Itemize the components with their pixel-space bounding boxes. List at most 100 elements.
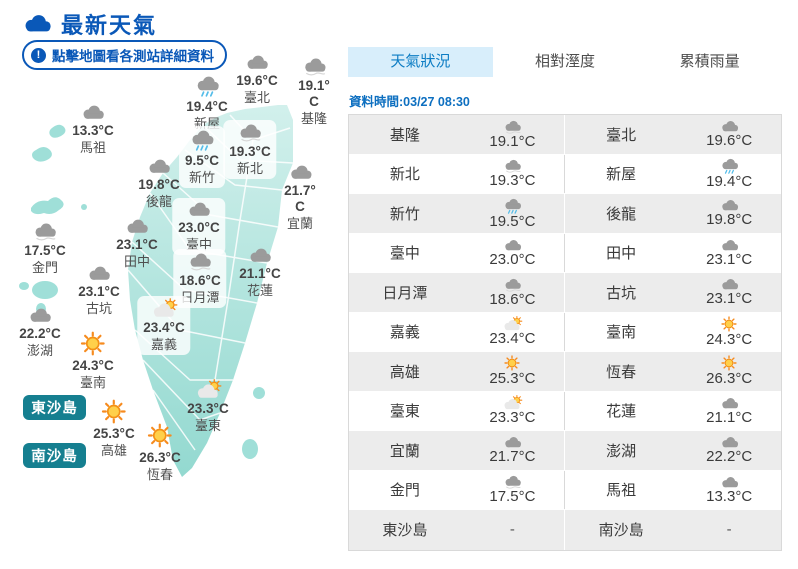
station-temp: 9.5°C <box>185 153 219 168</box>
partly-icon <box>150 298 179 318</box>
sunny-icon <box>504 355 521 371</box>
station-temp: 19.6°C <box>236 73 278 88</box>
dongsha-island-button[interactable]: 東沙島 <box>23 395 86 420</box>
tab-weather-status[interactable]: 天氣狀況 <box>348 47 493 77</box>
table-cell-澎湖: 澎湖 22.2°C <box>565 431 781 470</box>
map-station-臺北[interactable]: 19.6°C 臺北 <box>236 53 278 105</box>
station-temp: 23.1°C <box>116 237 158 252</box>
map-station-臺南[interactable]: 24.3°C 臺南 <box>72 331 114 390</box>
map-station-宜蘭[interactable]: 21.7°C 宜蘭 <box>280 163 320 231</box>
map-station-嘉義[interactable]: 23.4°C 嘉義 <box>137 296 191 355</box>
cell-station-name: 澎湖 <box>606 442 637 460</box>
cell-weather: 23.0°C <box>461 238 564 268</box>
cloudy-icon <box>719 119 740 133</box>
map-station-古坑[interactable]: 23.1°C 古坑 <box>78 264 120 316</box>
map-station-金門[interactable]: 17.5°C 金門 <box>24 221 66 275</box>
table-row: 東沙島 - 南沙島 - <box>349 510 781 550</box>
cell-station-name: 新屋 <box>606 166 637 184</box>
station-name: 宜蘭 <box>286 216 313 231</box>
cell-station-name: 南沙島 <box>598 522 644 540</box>
map-station-新竹[interactable]: 9.5°C 新竹 <box>179 126 225 188</box>
table-cell-臺南: 臺南 24.3°C <box>565 313 781 352</box>
map-station-澎湖[interactable]: 22.2°C 澎湖 <box>19 306 61 358</box>
station-name: 臺北 <box>243 90 270 105</box>
table-cell-東沙島: 東沙島 - <box>349 510 565 550</box>
table-cell-高雄: 高雄 25.3°C <box>349 352 565 391</box>
map-station-後龍[interactable]: 19.8°C 後龍 <box>138 157 180 209</box>
cell-temp: 23.4°C <box>489 330 536 348</box>
map-station-基隆[interactable]: 19.1°C 基隆 <box>294 56 334 126</box>
cell-weather: 26.3°C <box>677 355 781 387</box>
map-station-花蓮[interactable]: 21.1°C 花蓮 <box>239 246 281 298</box>
station-name: 澎湖 <box>26 343 53 358</box>
map-station-恆春[interactable]: 26.3°C 恆春 <box>139 423 181 482</box>
sunny-icon <box>721 355 737 371</box>
table-cell-臺北: 臺北 19.6°C <box>565 115 781 154</box>
table-row: 新北 19.3°C 新屋 19.4°C <box>349 154 781 194</box>
station-name: 馬祖 <box>79 140 106 155</box>
data-time-label: 資料時間:03/27 08:30 <box>349 95 470 109</box>
cloudy-icon <box>244 53 271 71</box>
cell-temp: 19.8°C <box>706 211 753 229</box>
cell-station-name: 金門 <box>389 482 420 500</box>
cloudy-icon <box>86 264 113 282</box>
map-station-新屋[interactable]: 19.4°C 新屋 <box>186 74 228 131</box>
cell-temp: 19.3°C <box>489 172 536 190</box>
map-station-臺東[interactable]: 23.3°C 臺東 <box>187 379 229 433</box>
cell-station-name: 古坑 <box>606 284 637 302</box>
cell-temp: 19.6°C <box>706 132 753 150</box>
station-temp: 25.3°C <box>93 426 135 441</box>
no-data-dash: - <box>726 521 732 539</box>
tab-relative-humidity[interactable]: 相對溼度 <box>535 53 596 70</box>
map-station-高雄[interactable]: 25.3°C 高雄 <box>93 399 135 458</box>
cell-station-name: 宜蘭 <box>389 442 420 460</box>
weather-tabs: 天氣狀況 相對溼度 累積雨量 <box>348 47 782 77</box>
map-hint-button[interactable]: ! 點擊地圖看各測站詳細資料 <box>22 40 227 70</box>
cell-temp: 21.1°C <box>706 408 753 426</box>
station-temp: 23.4°C <box>143 320 185 335</box>
cell-station-name: 後龍 <box>606 205 637 223</box>
map-station-臺中[interactable]: 23.0°C 臺中 <box>172 198 226 255</box>
cloudy-icon <box>719 475 740 489</box>
cell-station-name: 新北 <box>389 166 420 184</box>
cloudy-icon <box>186 200 213 218</box>
cloudy-icon <box>502 238 523 252</box>
cloudy-icon <box>719 396 740 410</box>
station-name: 臺中 <box>185 237 212 252</box>
cloudy-icon <box>247 246 274 264</box>
table-cell-金門: 金門 17.5°C <box>349 470 565 509</box>
outlying-islands[interactable] <box>19 124 265 459</box>
cell-weather: 21.7°C <box>461 435 564 465</box>
cell-weather: - <box>461 521 564 538</box>
cloudy-icon <box>27 306 54 324</box>
cell-weather: 23.1°C <box>677 238 781 268</box>
table-row: 高雄 25.3°C 恆春 26.3°C <box>349 352 781 392</box>
table-row: 臺中 23.0°C 田中 23.1°C <box>349 233 781 273</box>
cloudy-icon <box>502 435 523 449</box>
cell-weather: 19.1°C <box>461 119 564 150</box>
cell-temp: 17.5°C <box>489 488 536 506</box>
nansha-island-button[interactable]: 南沙島 <box>23 443 86 468</box>
cell-weather: 17.5°C <box>461 474 564 505</box>
cell-temp: 19.5°C <box>489 212 536 230</box>
cell-temp: 23.1°C <box>706 290 753 308</box>
table-cell-田中: 田中 23.1°C <box>565 234 781 273</box>
cell-temp: 18.6°C <box>489 290 536 308</box>
map-station-新北[interactable]: 19.3°C 新北 <box>223 120 277 179</box>
cell-temp: 25.3°C <box>489 370 536 388</box>
cell-weather: 23.4°C <box>461 316 564 347</box>
tab-accumulated-rain[interactable]: 累積雨量 <box>679 53 740 70</box>
table-cell-臺中: 臺中 23.0°C <box>349 233 565 272</box>
table-row: 新竹 19.5°C 後龍 19.8°C <box>349 194 781 234</box>
map-station-馬祖[interactable]: 13.3°C 馬祖 <box>72 103 114 155</box>
table-cell-宜蘭: 宜蘭 21.7°C <box>349 431 565 470</box>
cloudy-icon <box>719 435 740 449</box>
table-row: 嘉義 23.4°C 臺南 24.3°C <box>349 312 781 352</box>
station-name: 田中 <box>123 254 150 269</box>
cloudy-icon <box>719 238 740 252</box>
cloudy-icon <box>124 217 151 235</box>
table-cell-古坑: 古坑 23.1°C <box>565 273 781 312</box>
cell-weather: 18.6°C <box>461 277 564 308</box>
sunny-icon <box>102 399 127 424</box>
map-station-田中[interactable]: 23.1°C 田中 <box>116 217 158 269</box>
